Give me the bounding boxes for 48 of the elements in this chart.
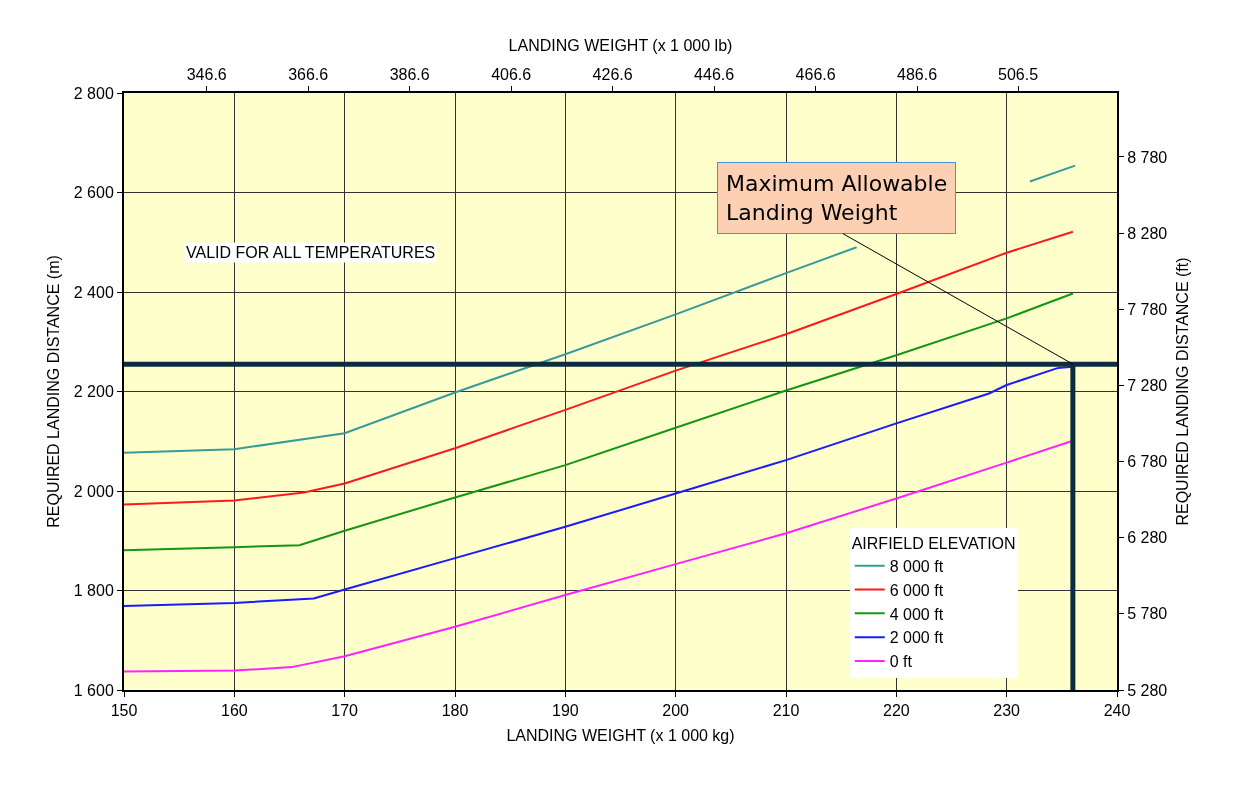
legend-title: AIRFIELD ELEVATION [851, 534, 1016, 552]
y-tick-label: 2 400 [73, 283, 114, 301]
annotation: VALID FOR ALL TEMPERATURES [186, 244, 436, 261]
legend-label: 8 000 ft [889, 558, 944, 575]
line-series [124, 230, 1074, 506]
x-tick-label: 160 [220, 702, 248, 720]
legend-label: 6 000 ft [889, 581, 944, 599]
y2-tick-label: 5 780 [1127, 605, 1168, 623]
x2-tick-label: 406.6 [491, 65, 532, 83]
y2-tick-label: 5 280 [1127, 681, 1168, 699]
line-series [124, 292, 1074, 552]
x-tick-label: 240 [1103, 702, 1131, 720]
x-axis-title: LANDING WEIGHT (x 1 000 kg) [506, 727, 735, 745]
y-tick-label: 2 000 [73, 482, 114, 500]
annotation: Maximum Allowable Landing Weight [726, 171, 948, 225]
y-tick-label: 1 600 [73, 681, 114, 699]
y2-tick-label: 8 280 [1127, 224, 1168, 242]
y2-tick-label: 7 780 [1127, 300, 1168, 318]
x2-axis-title: LANDING WEIGHT (x 1 000 lb) [508, 37, 733, 54]
y-axis-title: REQUIRED LANDING DISTANCE (m) [45, 255, 63, 528]
y-tick-label: 2 600 [73, 184, 114, 202]
y2-tick-label: 8 780 [1127, 148, 1168, 166]
y-tick-label: 2 800 [73, 84, 114, 102]
y2-axis-title: REQUIRED LANDING DISTANCE (ft) [1173, 257, 1191, 526]
y-tick-label: 2 200 [73, 383, 114, 401]
x-tick-label: 180 [441, 702, 469, 720]
x2-tick-label: 346.6 [186, 65, 227, 83]
x2-tick-label: 426.6 [592, 65, 633, 83]
x-tick-label: 150 [110, 702, 138, 720]
x2-tick-label: 486.6 [897, 65, 938, 83]
x-tick-label: 230 [993, 702, 1021, 720]
legend-label: 2 000 ft [889, 629, 944, 647]
legend-label: 4 000 ft [889, 605, 944, 623]
x-tick-label: 200 [662, 702, 690, 720]
legend-label: 0 ft [889, 653, 913, 671]
y2-tick-label: 7 280 [1127, 377, 1168, 395]
x2-tick-label: 466.6 [795, 65, 836, 83]
x-tick-label: 220 [882, 702, 910, 720]
x2-tick-label: 506.5 [998, 65, 1039, 83]
x2-tick-label: 446.6 [694, 65, 735, 83]
x2-tick-label: 366.6 [288, 65, 329, 83]
x-tick-label: 210 [772, 702, 800, 720]
x-tick-label: 170 [331, 702, 359, 720]
x2-tick-label: 386.6 [389, 65, 430, 83]
y-tick-label: 1 800 [73, 582, 114, 600]
x-tick-label: 190 [551, 702, 579, 720]
y2-tick-label: 6 280 [1127, 529, 1168, 547]
y2-tick-label: 6 780 [1127, 453, 1168, 471]
